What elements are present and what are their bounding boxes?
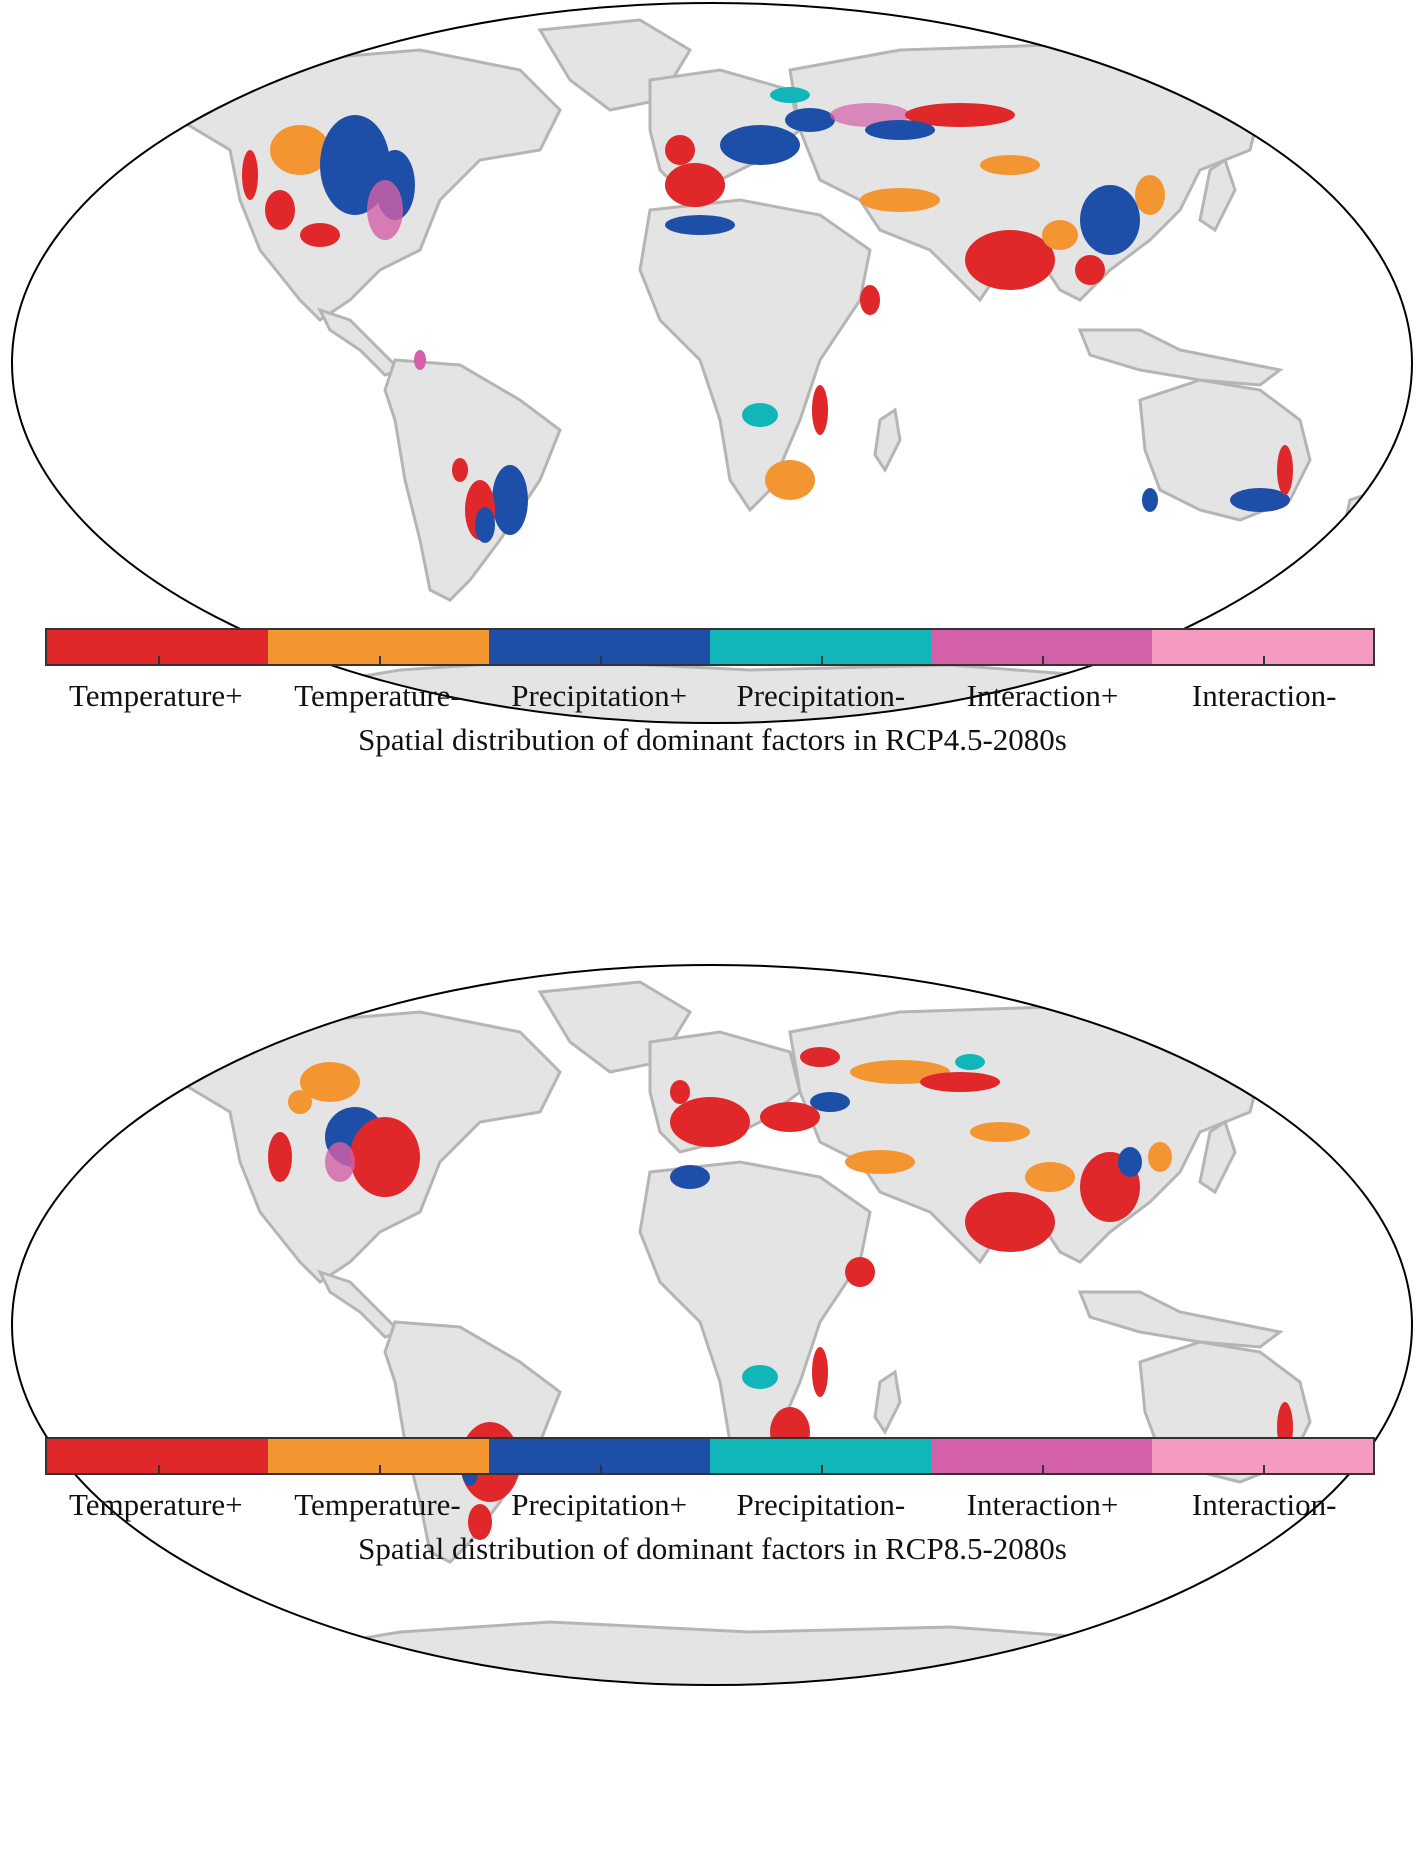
africa-shape: [638, 1160, 872, 1475]
legend-label: Interaction+: [966, 1487, 1119, 1522]
legend-swatch-temperature-minus: [268, 1439, 489, 1473]
legend-swatch-precipitation-minus: [710, 1439, 931, 1473]
legend-label: Precipitation+: [511, 1487, 688, 1522]
legend-label: Interaction-: [1191, 1487, 1337, 1522]
legend-swatch-precipitation-minus: [710, 630, 931, 664]
land-masses: [178, 980, 1372, 1685]
legend-label: Precipitation+: [511, 678, 688, 713]
legend-swatch-precipitation-plus: [489, 630, 710, 664]
southeast-asia-islands-shape: [1077, 1290, 1284, 1349]
japan-shape: [1198, 157, 1237, 233]
legend-label: Precipitation-: [736, 678, 906, 713]
legend-label: Temperature-: [294, 1487, 461, 1522]
map-caption-rcp85: Spatial distribution of dominant factors…: [358, 1531, 1067, 1566]
antarctica-shape: [247, 1620, 1306, 1685]
factor-patches-rcp45: [242, 87, 1293, 543]
south-america-shape: [383, 358, 562, 602]
legend-label: Temperature-: [294, 678, 461, 713]
legend-label: Interaction-: [1191, 678, 1337, 713]
legend-swatch-temperature-plus: [47, 1439, 268, 1473]
map-caption-rcp45: Spatial distribution of dominant factors…: [358, 722, 1067, 757]
legend-swatch-precipitation-plus: [489, 1439, 710, 1473]
madagascar-shape: [873, 1369, 902, 1435]
legend-labels-rcp45: Temperature+ Temperature- Precipitation+…: [45, 678, 1375, 714]
central-america-shape: [317, 1269, 403, 1339]
colorbar-rcp85: [45, 1437, 1375, 1475]
world-map-rcp45: [11, 2, 1413, 724]
legend-label: Precipitation-: [736, 1487, 906, 1522]
legend-label: Interaction+: [966, 678, 1119, 713]
legend-labels-rcp85: Temperature+ Temperature- Precipitation+…: [45, 1487, 1375, 1523]
map-panel-rcp45: Temperature+ Temperature- Precipitation+…: [0, 0, 1425, 900]
map-frame: [11, 2, 1413, 724]
legend-swatch-interaction-minus: [1152, 1439, 1373, 1473]
africa-shape: [638, 198, 872, 513]
legend-label: Temperature+: [69, 1487, 243, 1522]
legend-swatch-interaction-minus: [1152, 630, 1373, 664]
legend-swatch-temperature-minus: [268, 630, 489, 664]
madagascar-shape: [873, 407, 902, 473]
central-america-shape: [317, 307, 403, 377]
colorbar-rcp45: [45, 628, 1375, 666]
world-map-rcp85: [11, 964, 1413, 1686]
map-panel-rcp85: Temperature+ Temperature- Precipitation+…: [0, 962, 1425, 1859]
southeast-asia-islands-shape: [1077, 328, 1284, 387]
factor-patches-rcp85: [268, 1047, 1293, 1540]
legend-label: Temperature+: [69, 678, 243, 713]
legend-swatch-temperature-plus: [47, 630, 268, 664]
legend-swatch-interaction-plus: [931, 630, 1152, 664]
map-frame: [11, 964, 1413, 1686]
japan-shape: [1198, 1119, 1237, 1195]
legend-swatch-interaction-plus: [931, 1439, 1152, 1473]
